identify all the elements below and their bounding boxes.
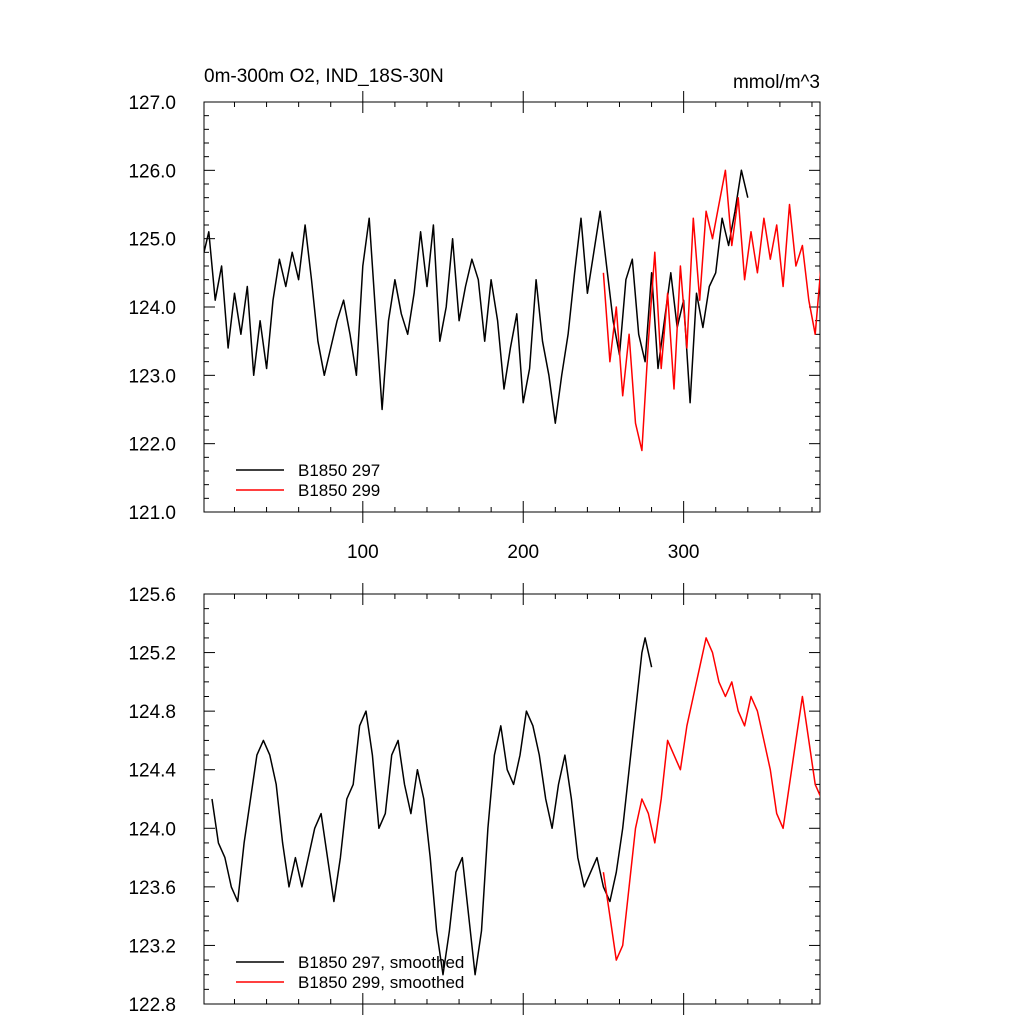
y-tick-label: 122.8: [128, 995, 176, 1016]
y-tick-label: 124.0: [128, 298, 176, 319]
y-tick-label: 123.2: [128, 936, 176, 957]
series-line-2: [602, 637, 820, 961]
series-line-2: [602, 169, 820, 452]
y-tick-label: 124.4: [128, 761, 176, 782]
panel-bottom: 122.8 123.2 123.6 124.0 124.4 124.8 125.2 125.6…: [128, 583, 821, 1016]
legend-label-2: B1850 299: [298, 481, 380, 500]
panel-top: 121.0 122.0 123.0 124.0 125.0 126.0 127.0 100 20…: [128, 66, 821, 563]
x-tick-label: 200: [507, 542, 539, 563]
y-tick-label: 122.0: [128, 435, 176, 456]
y-tick-label: 124.8: [128, 702, 176, 723]
series-line-1: [211, 637, 653, 976]
legend-label-2: B1850 299, smoothed: [298, 973, 464, 992]
y-tick-label: 126.0: [128, 161, 176, 182]
units-label: mmol/m^3: [733, 72, 820, 93]
x-tick-label: 300: [668, 542, 700, 563]
chart-title: 0m-300m O2, IND_18S-30N: [204, 66, 444, 87]
y-tick-label: 121.0: [128, 503, 176, 524]
y-tick-label: 125.0: [128, 230, 176, 251]
series-line-1: [204, 169, 749, 424]
y-tick-label: 123.6: [128, 878, 176, 899]
plot-frame: [203, 593, 821, 1005]
legend-label-1: B1850 297: [298, 461, 380, 480]
plot-frame: [203, 101, 821, 513]
x-tick-label: 100: [347, 542, 379, 563]
y-tick-label: 127.0: [128, 93, 176, 114]
legend-label-1: B1850 297, smoothed: [298, 953, 464, 972]
y-tick-label: 125.2: [128, 644, 176, 665]
y-tick-label: 124.0: [128, 819, 176, 840]
y-tick-label: 123.0: [128, 366, 176, 387]
y-tick-label: 125.6: [128, 585, 176, 606]
